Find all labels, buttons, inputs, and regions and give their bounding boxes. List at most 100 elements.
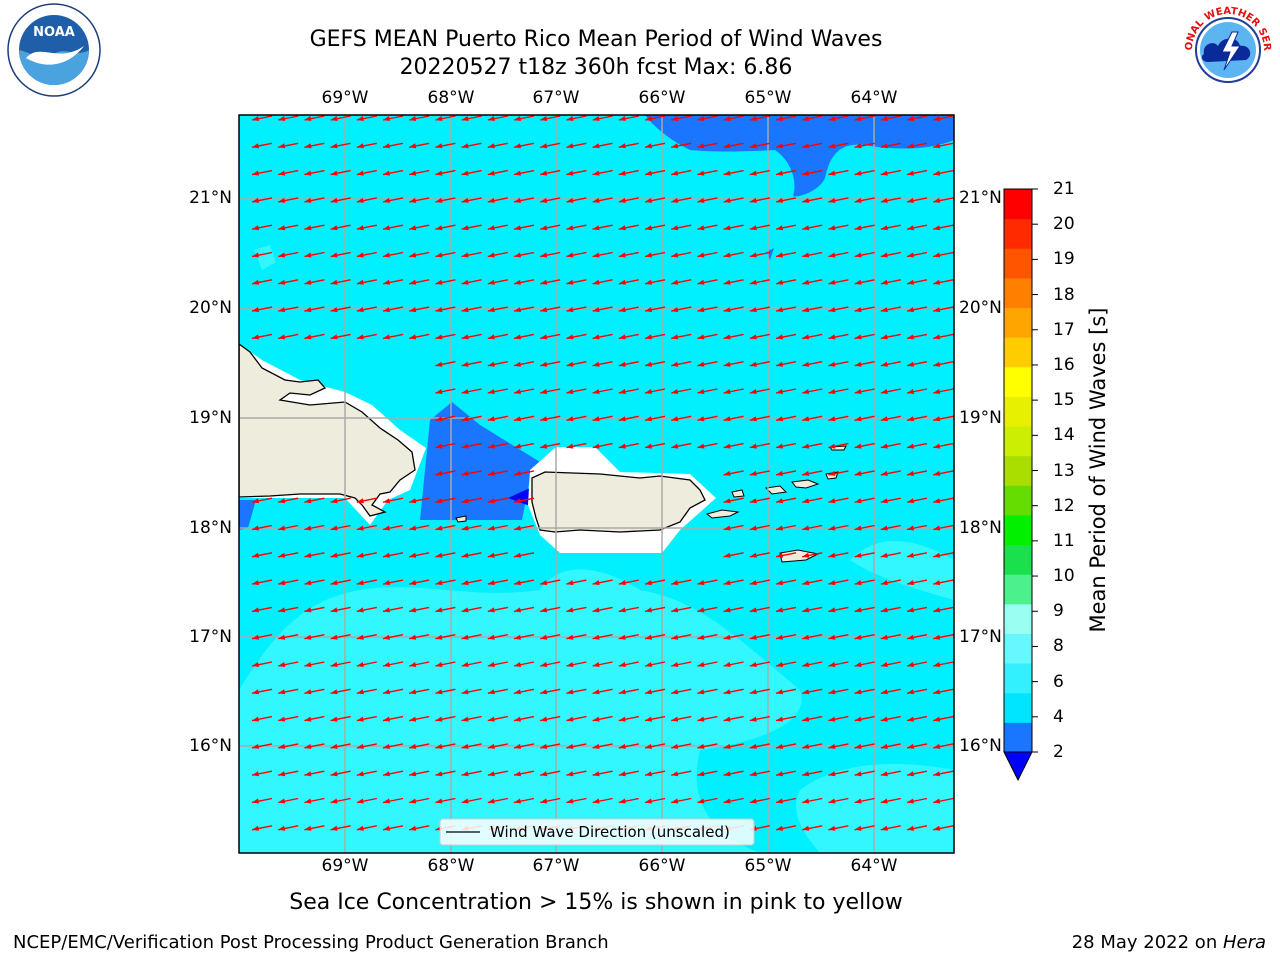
direction-arrowhead [461,662,469,667]
direction-arrowhead [409,116,417,121]
field-6-8-nw [254,245,276,270]
direction-arrowhead [435,470,443,476]
direction-arrowhead [514,197,521,203]
direction-arrowhead [566,143,574,149]
direction-arrowhead [697,743,705,749]
direction-arrowhead [435,634,443,640]
direction-arrowhead [828,498,836,504]
direction-arrowhead [487,470,495,476]
direction-arrowhead [487,443,495,449]
legend-text: Wind Wave Direction (unscaled) [490,823,730,841]
direction-arrowhead [487,716,495,722]
lat-label-right-21n: 21°N [959,188,1002,208]
direction-arrowhead [907,470,914,476]
direction-arrowhead [907,307,914,313]
direction-arrowhead [487,252,495,258]
direction-arrowhead [828,689,836,695]
direction-arrowhead [409,279,417,285]
direction-arrowhead [776,279,783,285]
colorbar-tick-label: 10 [1053,566,1075,587]
direction-arrowhead [566,116,574,121]
direction-arrowhead [461,389,469,394]
direction-arrowhead [592,252,600,258]
direction-arrowhead [461,225,469,231]
direction-arrowhead [828,634,836,640]
field-6-8 [239,569,802,853]
direction-arrowhead [252,662,259,667]
direction-arrowhead [854,716,862,722]
direction-arrowhead [776,443,783,449]
direction-arrowhead [933,662,941,667]
direction-arrowhead [304,252,312,258]
direction-arrowhead [618,116,626,121]
direction-arrowhead [854,443,862,449]
colorbar-tick-label: 8 [1053,636,1064,657]
direction-arrowhead [723,116,731,121]
direction-arrowhead [854,143,862,149]
direction-arrowhead [802,662,810,667]
direction-arrowhead [697,416,705,422]
direction-arrowhead [514,116,521,121]
direction-arrowhead [356,825,364,831]
direction-arrowhead [356,279,364,285]
sea-ice-caption: Sea Ice Concentration > 15% is shown in … [289,890,903,915]
direction-arrowhead [802,743,810,749]
lon-label-bottom-67w: 67°W [532,856,580,876]
direction-arrowhead [330,197,338,203]
direction-arrowhead [409,334,417,340]
direction-arrowhead [383,662,390,667]
direction-arrowhead [409,662,417,667]
direction-arrowhead [592,580,600,586]
direction-arrowhead [723,498,731,504]
direction-arrowhead [697,116,705,121]
direction-arrowhead [802,443,810,449]
direction-arrowhead [933,361,941,367]
direction-arrowhead [618,580,626,586]
direction-arrowhead [776,170,783,176]
direction-arrowhead [409,743,417,749]
direction-arrowhead [880,689,888,695]
direction-arrowhead [723,307,731,313]
direction-arrowhead [776,225,783,231]
direction-arrowhead [409,798,417,804]
direction-arrowhead [461,498,469,504]
direction-arrowhead [304,798,312,804]
direction-arrowhead [566,607,574,613]
direction-arrowhead [409,689,417,695]
direction-arrowhead [776,334,783,340]
direction-arrowhead [618,798,626,804]
direction-arrowhead [487,798,495,804]
direction-arrowhead [854,334,862,340]
direction-arrowhead [880,389,888,394]
direction-arrowhead [252,743,259,749]
direction-arrowhead [697,225,705,231]
direction-arrowhead [514,498,521,504]
direction-arrowhead [330,252,338,258]
colorbar-tick-label: 18 [1053,284,1075,305]
direction-arrowhead [409,771,417,777]
direction-arrowhead [592,279,600,285]
lat-label-left-20n: 20°N [189,298,232,318]
direction-arrowhead [933,607,941,613]
direction-arrowhead [671,716,679,722]
direction-arrowhead [933,552,941,558]
direction-arrowhead [907,279,914,285]
colorbar-segment [1004,426,1032,457]
direction-arrowhead [592,743,600,749]
direction-arrowhead [933,798,941,804]
direction-arrowhead [278,498,286,504]
direction-arrowhead [854,389,862,394]
direction-arrowhead [514,252,521,258]
direction-arrowhead [330,307,338,313]
direction-arrowhead [907,443,914,449]
direction-arrowhead [487,689,495,695]
direction-arrowhead [514,143,521,149]
direction-arrowhead [487,225,495,231]
direction-arrowhead [514,361,521,367]
direction-arrowhead [854,498,862,504]
colorbar-tick-label: 6 [1053,671,1064,692]
direction-arrowhead [278,197,286,203]
direction-arrowhead [749,743,757,749]
direction-arrowhead [645,771,652,777]
direction-arrowhead [645,307,652,313]
